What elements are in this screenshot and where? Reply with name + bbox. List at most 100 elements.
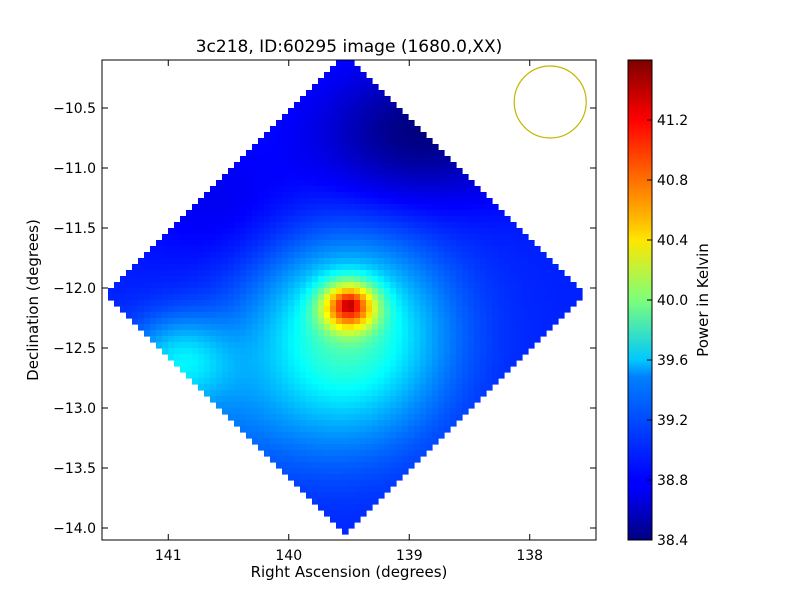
map-cell — [324, 402, 331, 409]
map-cell — [396, 348, 403, 355]
map-cell — [402, 192, 409, 199]
map-cell — [252, 294, 259, 301]
map-cell — [324, 216, 331, 223]
map-cell — [426, 270, 433, 277]
map-cell — [360, 336, 367, 343]
map-cell — [474, 186, 481, 193]
map-cell — [396, 216, 403, 223]
map-cell — [150, 246, 157, 253]
map-cell — [264, 234, 271, 241]
map-cell — [480, 240, 487, 247]
map-cell — [528, 240, 535, 247]
map-cell — [384, 258, 391, 265]
map-cell — [372, 396, 379, 403]
map-cell — [402, 138, 409, 145]
map-cell — [390, 102, 397, 109]
map-cell — [498, 240, 505, 247]
map-cell — [276, 198, 283, 205]
map-cell — [372, 312, 379, 319]
map-cell — [396, 222, 403, 229]
map-cell — [390, 258, 397, 265]
map-cell — [516, 324, 523, 331]
map-cell — [120, 306, 127, 313]
map-cell — [312, 492, 319, 499]
map-cell — [402, 390, 409, 397]
map-cell — [390, 270, 397, 277]
map-cell — [516, 306, 523, 313]
map-cell — [426, 234, 433, 241]
map-cell — [270, 366, 277, 373]
map-cell — [474, 300, 481, 307]
map-cell — [480, 372, 487, 379]
map-cell — [372, 192, 379, 199]
map-cell — [348, 456, 355, 463]
map-cell — [498, 336, 505, 343]
map-cell — [510, 288, 517, 295]
map-cell — [384, 330, 391, 337]
map-cell — [510, 342, 517, 349]
map-cell — [300, 318, 307, 325]
map-cell — [246, 270, 253, 277]
map-cell — [336, 144, 343, 151]
map-cell — [258, 414, 265, 421]
map-cell — [276, 174, 283, 181]
map-cell — [276, 222, 283, 229]
map-cell — [486, 354, 493, 361]
map-cell — [414, 138, 421, 145]
map-cell — [438, 300, 445, 307]
map-cell — [402, 240, 409, 247]
map-cell — [180, 282, 187, 289]
map-cell — [318, 156, 325, 163]
map-cell — [402, 366, 409, 373]
map-cell — [480, 210, 487, 217]
map-cell — [246, 246, 253, 253]
map-cell — [228, 174, 235, 181]
map-cell — [294, 258, 301, 265]
map-cell — [228, 210, 235, 217]
map-cell — [366, 360, 373, 367]
map-cell — [534, 306, 541, 313]
map-cell — [252, 300, 259, 307]
map-cell — [552, 312, 559, 319]
map-cell — [528, 294, 535, 301]
map-cell — [348, 360, 355, 367]
map-cell — [456, 384, 463, 391]
map-cell — [456, 258, 463, 265]
map-cell — [402, 306, 409, 313]
map-cell — [294, 354, 301, 361]
map-cell — [474, 240, 481, 247]
map-cell — [456, 348, 463, 355]
map-cell — [222, 378, 229, 385]
map-cell — [306, 390, 313, 397]
map-cell — [360, 72, 367, 79]
map-cell — [540, 330, 547, 337]
map-cell — [498, 246, 505, 253]
map-cell — [252, 360, 259, 367]
map-cell — [540, 288, 547, 295]
map-cell — [258, 144, 265, 151]
map-cell — [330, 294, 337, 301]
map-cell — [426, 420, 433, 427]
map-cell — [132, 294, 139, 301]
map-cell — [234, 300, 241, 307]
map-cell — [342, 366, 349, 373]
map-cell — [276, 120, 283, 127]
map-cell — [390, 174, 397, 181]
map-cell — [480, 246, 487, 253]
map-cell — [324, 258, 331, 265]
map-cell — [198, 252, 205, 259]
map-cell — [378, 186, 385, 193]
map-cell — [432, 234, 439, 241]
map-cell — [390, 228, 397, 235]
map-cell — [408, 342, 415, 349]
map-cell — [288, 348, 295, 355]
map-cell — [342, 144, 349, 151]
map-cell — [336, 264, 343, 271]
map-cell — [342, 72, 349, 79]
map-cell — [312, 258, 319, 265]
map-cell — [558, 288, 565, 295]
map-cell — [168, 318, 175, 325]
map-cell — [318, 348, 325, 355]
map-cell — [300, 222, 307, 229]
map-cell — [552, 300, 559, 307]
